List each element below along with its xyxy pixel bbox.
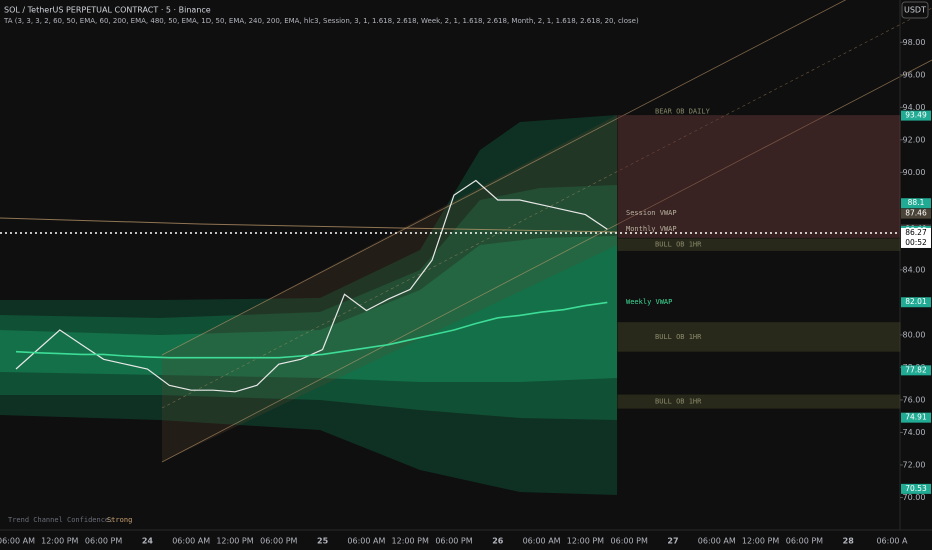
x-tick-label: 06:00 AM [347,537,385,546]
channel-upper [161,0,847,356]
order-block-label: BEAR OB DAILY [655,107,711,115]
x-tick-label: 12:00 PM [216,537,253,546]
price-label-box [901,227,931,248]
x-tick-label: 27 [667,537,678,546]
x-tick-label: 06:00 AM [172,537,210,546]
vwap-label: Session VWAP [626,209,677,217]
price-label-box [901,412,931,423]
symbol-title: SOL / TetherUS PERPETUAL CONTRACT · 5 · … [4,6,211,15]
currency-label: USDT [904,6,926,15]
x-tick-label: 06:00 AM [523,537,561,546]
confidence-value: Strong [107,516,132,524]
price-label: 82.01 [905,297,927,306]
x-tick-label: 06:00 A [876,537,908,546]
order-block [617,238,901,251]
y-tick-label: 94.00 [903,103,926,112]
order-block-label: BULL OB 1HR [655,398,702,406]
price-label-box [901,483,931,494]
price-label: 88.1 [908,198,925,207]
y-tick-label: 70.00 [903,493,926,502]
y-tick-label: 74.00 [903,428,926,437]
trend-channel [162,115,617,462]
y-tick-label: 90.00 [903,168,926,177]
currency-button[interactable] [901,1,929,19]
price-label: 87.46 [905,209,927,218]
x-tick-label: 06:00 AM [0,537,35,546]
x-tick-label: 06:00 PM [611,537,648,546]
countdown: 00:52 [905,238,927,247]
x-tick-label: 06:00 PM [260,537,297,546]
x-tick-label: 12:00 PM [567,537,604,546]
x-tick-label: 06:00 AM [698,537,736,546]
vwap-line [15,301,608,359]
price-label-box [901,110,931,121]
price-label: 70.53 [905,484,927,493]
order-block-label: BULL OB 1HR [655,241,702,249]
order-block-label: BULL OB 1HR [655,333,702,341]
indicator-title: TA (3, 3, 3, 2, 60, 50, EMA, 60, 200, EM… [3,17,639,25]
order-block [617,394,901,409]
x-tick-label: 12:00 PM [392,537,429,546]
price-label: 86.27 [905,228,927,237]
y-tick-label: 72.00 [903,460,926,469]
x-tick-label: 06:00 PM [435,537,472,546]
x-tick-label: 26 [492,537,504,546]
channel-lower [161,59,932,463]
confidence-label: Trend Channel Confidence: [8,516,113,524]
y-tick-label: 92.00 [903,135,926,144]
price-label: 93.49 [905,111,927,120]
channel-mid [161,7,932,409]
price-label-box [901,365,931,376]
y-tick-label: 76.00 [903,395,926,404]
x-tick-label: 06:00 PM [786,537,823,546]
price-label: 74.91 [905,413,927,422]
x-tick-label: 06:00 PM [85,537,122,546]
price-label-box [901,297,931,308]
price-label: 77.82 [905,365,927,374]
inner-band [0,236,617,382]
price-label-box [901,198,931,209]
x-tick-label: 12:00 PM [742,537,779,546]
y-tick-label: 80.00 [903,330,926,339]
x-tick-label: 12:00 PM [41,537,78,546]
x-tick-label: 24 [142,537,154,546]
y-tick-label: 96.00 [903,70,926,79]
vwap-label: Monthly VWAP [626,225,677,233]
vwap-label: Weekly VWAP [626,298,672,306]
x-tick-label: 25 [317,537,329,546]
y-tick-label: 98.00 [903,38,926,47]
order-block [617,322,901,352]
order-block [617,115,901,238]
price-label-box [901,208,931,219]
x-tick-label: 28 [843,537,855,546]
bands [0,0,932,495]
ema-line [0,217,618,233]
y-tick-label: 84.00 [903,265,926,274]
